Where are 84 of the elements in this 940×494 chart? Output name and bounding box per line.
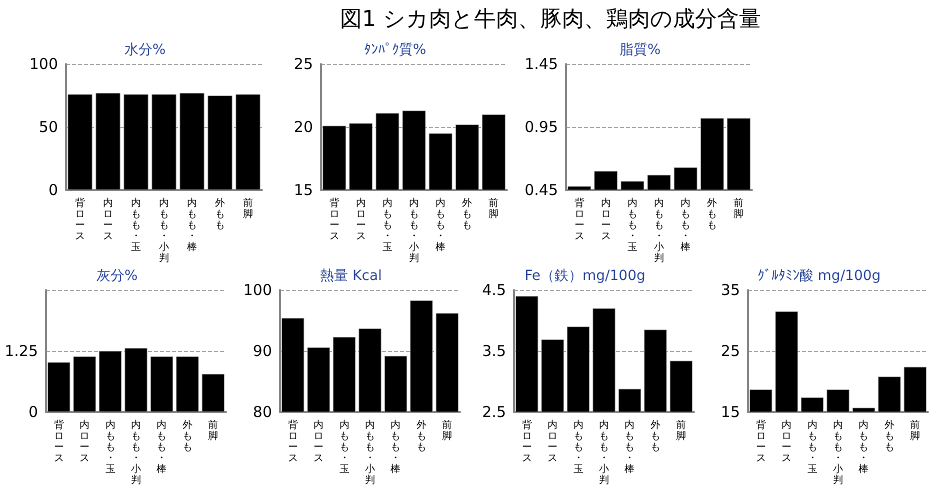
y-tick-label: 100 [29, 55, 58, 73]
x-tick-label: 内もも・小判 [159, 197, 169, 264]
y-tick-label: 25 [720, 342, 740, 360]
y-tick-label: 50 [38, 118, 58, 136]
bar [176, 356, 199, 412]
x-tick-label: 背ロース [54, 419, 64, 464]
y-tick-label: 2.5 [482, 403, 506, 421]
x-tick-label: 内ロース [80, 419, 90, 464]
x-tick-label: 前脚 [208, 419, 218, 442]
chart-title: ｸﾞﾙﾀﾐﾝ酸 mg/100g [757, 268, 881, 284]
x-tick-label: 外もも [182, 420, 192, 453]
y-tick-label: 0.45 [524, 181, 558, 199]
x-tick-label: 外もも [462, 198, 472, 231]
x-tick-label: 外もも [215, 198, 225, 231]
x-tick-label: 背ロース [288, 419, 298, 464]
y-tick-label: 25 [294, 55, 313, 73]
chart-title: Fe（鉄）mg/100g [524, 268, 646, 284]
x-tick-label: 内もも・玉 [339, 419, 350, 475]
y-tick-label: 1.25 [4, 342, 38, 360]
x-tick-label: 背ロース [522, 419, 532, 464]
x-tick-label: 内もも・小判 [131, 419, 141, 486]
x-tick-label: 内ロース [356, 197, 366, 242]
x-tick-label: 背ロース [756, 419, 766, 464]
chart-title: 灰分% [96, 268, 138, 284]
chart-title: 脂質% [619, 42, 661, 58]
bar [73, 356, 96, 412]
x-tick-label: 内もも・小判 [599, 419, 609, 486]
bar [98, 351, 122, 412]
x-tick-label: 背ロース [574, 197, 584, 242]
bar [202, 374, 224, 412]
x-tick-label: 外もも [884, 420, 894, 453]
y-tick-label: 1.45 [524, 55, 558, 73]
chart-title: 熱量 Kcal [320, 268, 382, 284]
x-tick-label: 内もも・棒 [680, 197, 691, 253]
x-tick-label: 内ロース [600, 197, 611, 242]
x-tick-label: 内もも・玉 [131, 197, 141, 253]
x-tick-label: 内もも・小判 [654, 197, 664, 264]
x-tick-label: 内もも・棒 [436, 197, 446, 253]
x-tick-label: 前脚 [488, 197, 499, 220]
y-tick-label: 100 [243, 281, 272, 299]
x-tick-label: 内もも・棒 [624, 419, 635, 475]
x-tick-label: 前脚 [442, 419, 452, 442]
x-tick-label: 前脚 [676, 419, 686, 442]
x-tick-label: 背ロース [329, 197, 340, 242]
x-tick-label: 背ロース [75, 197, 85, 242]
x-tick-label: 内もも・棒 [156, 419, 167, 475]
x-tick-label: 内ロース [548, 419, 558, 464]
bar [150, 356, 174, 412]
x-tick-label: 外もも [416, 420, 426, 453]
bar [124, 348, 148, 412]
x-tick-label: 内もも・棒 [858, 419, 869, 475]
y-tick-label: 20 [294, 118, 313, 136]
x-tick-label: 内もも・玉 [105, 419, 116, 475]
x-tick-label: 内もも・玉 [627, 197, 638, 253]
chart-title: ﾀﾝﾊﾟｸ質% [364, 42, 426, 58]
y-tick-label: 90 [252, 342, 272, 360]
x-tick-label: 内もも・玉 [807, 419, 818, 475]
y-tick-label: 0 [28, 403, 38, 421]
y-tick-label: 35 [720, 281, 740, 299]
x-tick-label: 内ロース [103, 197, 113, 242]
y-tick-label: 80 [252, 403, 272, 421]
y-tick-label: 4.5 [482, 281, 506, 299]
x-tick-label: 前脚 [734, 197, 744, 220]
y-tick-label: 0 [48, 181, 58, 199]
x-tick-label: 前脚 [243, 197, 253, 220]
x-tick-label: 内もも・棒 [187, 197, 197, 253]
y-tick-label: 0.95 [524, 118, 558, 136]
x-tick-label: 内もも・玉 [382, 197, 392, 253]
x-tick-label: 内もも・玉 [573, 419, 584, 475]
y-tick-label: 15 [294, 181, 313, 199]
x-tick-label: 内ロース [782, 419, 792, 464]
bar [48, 362, 70, 412]
x-tick-label: 内もも・小判 [365, 419, 375, 486]
x-tick-label: 内もも・小判 [409, 197, 419, 264]
x-tick-label: 前脚 [910, 419, 920, 442]
x-tick-label: 外もも [650, 420, 660, 453]
y-tick-label: 3.5 [482, 342, 506, 360]
y-tick-label: 15 [720, 403, 740, 421]
caption: 図1 シカ肉と牛肉、豚肉、鶏肉の成分含量 [340, 6, 761, 34]
x-tick-label: 内もも・棒 [390, 419, 401, 475]
x-tick-label: 内ロース [314, 419, 324, 464]
chart-title: 水分% [124, 42, 166, 58]
x-tick-label: 内もも・小判 [833, 419, 843, 486]
x-tick-label: 外もも [707, 198, 718, 231]
